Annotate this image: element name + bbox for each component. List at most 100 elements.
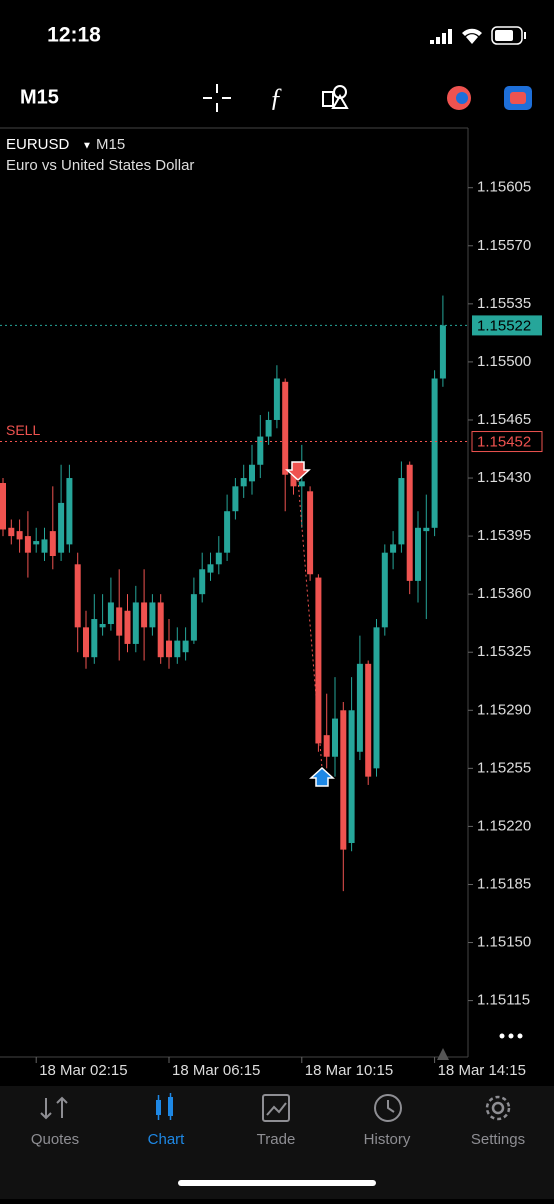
- candle-body: [33, 541, 40, 545]
- sell-tag: [471, 431, 543, 453]
- sell-deal-arrow: [285, 461, 311, 482]
- candle-body: [8, 527, 15, 537]
- y-tick-label: 1.15255: [477, 759, 531, 776]
- candle-body: [132, 602, 139, 644]
- y-tick-label: 1.15465: [477, 411, 531, 428]
- candle-body: [116, 607, 123, 636]
- deal-link: [297, 479, 323, 769]
- y-tick-label: 1.15325: [477, 643, 531, 660]
- tabs: Quotes Chart Trade History Settings: [31, 1131, 525, 1148]
- candle-body: [298, 481, 305, 487]
- candle-body: [273, 378, 280, 420]
- clock: 12:18: [47, 24, 101, 47]
- candle-body: [365, 663, 372, 777]
- y-tick-label: 1.15150: [477, 934, 531, 951]
- candle-body: [215, 552, 222, 565]
- candle-body: [66, 478, 73, 545]
- candle-body: [24, 536, 31, 553]
- candle-body: [423, 527, 430, 532]
- trade-icon: [262, 1094, 290, 1122]
- candle-body: [356, 663, 363, 752]
- trade-button[interactable]: [504, 86, 532, 110]
- tab-label[interactable]: Quotes: [31, 1131, 79, 1148]
- candle-body: [439, 325, 446, 379]
- scroll-marker: [437, 1048, 449, 1060]
- candle-body: [224, 511, 231, 553]
- objects-button[interactable]: [322, 85, 349, 109]
- candle-body: [332, 718, 338, 757]
- candle-body: [124, 610, 131, 644]
- indicators-button[interactable]: ƒ: [270, 83, 283, 112]
- candle-body: [166, 640, 172, 658]
- candle-body: [58, 502, 65, 553]
- y-tick-label: 1.15500: [477, 353, 531, 370]
- y-tick-label: 1.15360: [477, 585, 531, 602]
- candle-body: [107, 602, 114, 625]
- tab-label[interactable]: Chart: [148, 1131, 186, 1148]
- candle-body: [91, 619, 98, 658]
- candle-body: [16, 531, 23, 540]
- candle-body: [265, 419, 272, 437]
- candle-body: [232, 486, 239, 512]
- symbol-dropdown[interactable]: ▼: [82, 141, 92, 152]
- candle-body: [307, 491, 314, 575]
- settings-icon: [485, 1095, 511, 1121]
- chart-icon: [156, 1093, 173, 1120]
- bid-tag: [472, 315, 542, 336]
- y-tick-label: 1.15430: [477, 469, 531, 486]
- bid-price: 1.15522: [477, 317, 531, 334]
- candle-body: [83, 627, 89, 658]
- tab-label[interactable]: Settings: [471, 1131, 525, 1148]
- candle-body: [257, 436, 264, 465]
- candle-body: [398, 478, 405, 545]
- candle-body: [315, 577, 322, 744]
- timeframe-button[interactable]: M15: [20, 86, 59, 108]
- chart-timeframe: M15: [96, 136, 125, 153]
- candle-body: [41, 539, 48, 553]
- sell-price: 1.15452: [477, 434, 531, 451]
- y-tick-label: 1.15395: [477, 527, 531, 544]
- crosshair-button[interactable]: [203, 84, 231, 112]
- x-tick-label: 18 Mar 10:15: [305, 1062, 393, 1079]
- candle-body: [49, 531, 56, 557]
- y-tick-label: 1.15185: [477, 875, 531, 892]
- candle-body: [381, 552, 388, 628]
- candle-body: [74, 564, 81, 628]
- candle-body: [290, 474, 297, 487]
- y-tick-label: 1.15220: [477, 817, 531, 834]
- account-button[interactable]: [447, 86, 471, 110]
- candle-body: [0, 483, 6, 530]
- tab-label[interactable]: History: [364, 1131, 411, 1148]
- y-tick-label: 1.15290: [477, 701, 531, 718]
- candle-body: [182, 640, 189, 653]
- candle-body: [323, 735, 330, 757]
- candle-body: [249, 464, 255, 482]
- symbol: EURUSD: [6, 136, 70, 153]
- candle-body: [99, 624, 106, 628]
- x-tick-label: 18 Mar 06:15: [172, 1062, 260, 1079]
- candle-body: [348, 710, 355, 843]
- candle-body: [240, 478, 247, 487]
- candle-body: [415, 527, 421, 581]
- candle-body: [373, 627, 380, 769]
- y-tick-label: 1.15570: [477, 237, 531, 254]
- tab-label[interactable]: Trade: [257, 1131, 296, 1148]
- candle-body: [390, 544, 397, 553]
- history-icon: [374, 1094, 402, 1122]
- y-tick-label: 1.15115: [477, 992, 530, 1009]
- more-button[interactable]: [499, 1033, 523, 1039]
- y-tick-label: 1.15535: [477, 295, 531, 312]
- quotes-icon: [40, 1096, 68, 1120]
- candle-body: [340, 710, 347, 850]
- candle-body: [406, 464, 413, 581]
- plot: 1.15605 1.15570 1.15535 1.15500 1.15465 1.154…: [0, 179, 543, 1079]
- y-tick-label: 1.15605: [477, 179, 531, 196]
- candle-body: [431, 378, 438, 528]
- candle-body: [174, 640, 181, 658]
- candle-body: [149, 602, 156, 628]
- symbol-description: Euro vs United States Dollar: [6, 157, 194, 174]
- candle-body: [141, 602, 148, 628]
